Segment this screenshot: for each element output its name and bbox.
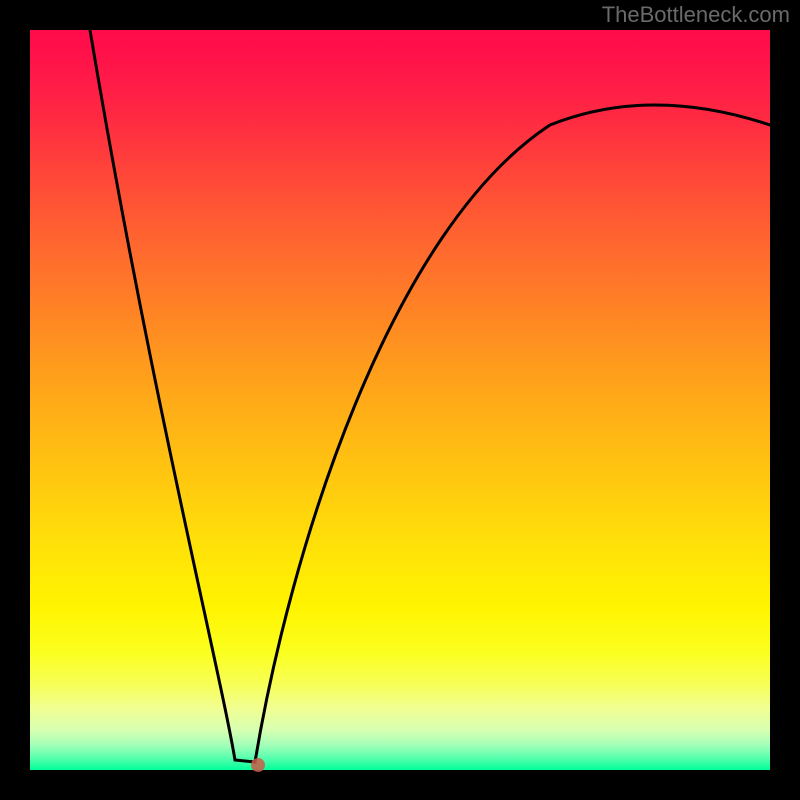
curve-layer [30, 30, 770, 770]
watermark-text: TheBottleneck.com [602, 2, 790, 28]
plot-area [30, 30, 770, 770]
bottleneck-curve [90, 30, 770, 762]
optimum-marker [251, 758, 265, 772]
chart-container: TheBottleneck.com [0, 0, 800, 800]
